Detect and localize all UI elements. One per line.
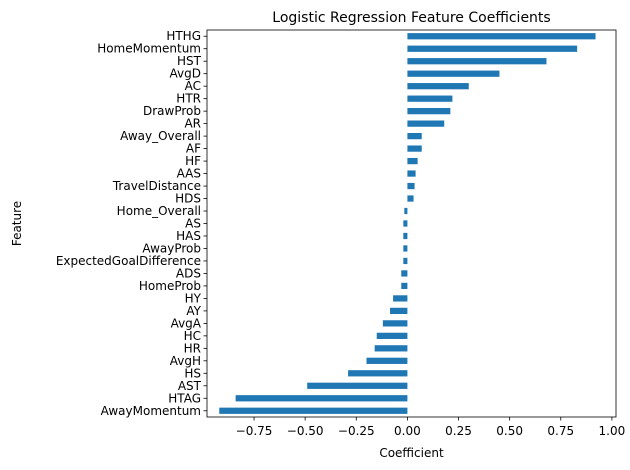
y-tick-label: Home_Overall bbox=[117, 204, 201, 218]
bar-HDS bbox=[407, 195, 414, 202]
bar-HTHG bbox=[407, 33, 596, 40]
bar-AY bbox=[390, 307, 408, 315]
y-tick-label: HomeProb bbox=[139, 279, 201, 293]
bar-TravelDistance bbox=[407, 182, 415, 190]
bar-AR bbox=[407, 120, 445, 127]
y-tick-label: HTAG bbox=[168, 391, 201, 405]
x-tick-label: −0.50 bbox=[287, 424, 324, 438]
y-tick-label: AF bbox=[186, 142, 201, 156]
y-tick-label: AvgA bbox=[171, 316, 202, 330]
y-tick-label: ADS bbox=[176, 266, 201, 280]
y-tick-label: AY bbox=[186, 304, 201, 318]
y-tick-label: HAS bbox=[176, 229, 201, 243]
bar-AS bbox=[403, 220, 408, 227]
y-tick-label: AAS bbox=[177, 167, 201, 181]
bar-AvgH bbox=[366, 357, 408, 364]
plot-frame bbox=[206, 29, 617, 418]
bar-AvgA bbox=[382, 320, 408, 327]
y-tick-label: HDS bbox=[175, 192, 201, 206]
y-tick-label: HS bbox=[184, 366, 201, 380]
bar-AwayMomentum bbox=[219, 407, 408, 414]
bar-ADS bbox=[401, 270, 408, 277]
bar-ExpectedGoalDifference bbox=[403, 257, 408, 265]
x-axis-title: Coefficient bbox=[379, 446, 444, 460]
bar-AwayProb bbox=[403, 245, 408, 252]
y-tick-label: HC bbox=[184, 329, 201, 343]
bar-AC bbox=[407, 83, 469, 90]
y-tick-label: HF bbox=[185, 154, 201, 168]
y-tick-label: HTHG bbox=[166, 29, 201, 43]
bar-HF bbox=[407, 157, 418, 165]
y-tick-label: DrawProb bbox=[143, 104, 201, 118]
y-tick-label: TravelDistance bbox=[112, 179, 201, 193]
y-tick-label: AC bbox=[185, 79, 201, 93]
y-axis-title: Feature bbox=[10, 201, 24, 246]
bar-HomeMomentum bbox=[407, 45, 578, 52]
y-tick-label: HR bbox=[184, 341, 201, 355]
bar-HR bbox=[374, 345, 408, 352]
y-tick-label: AS bbox=[185, 217, 201, 231]
y-tick-label: AvgH bbox=[170, 354, 201, 368]
bar-HS bbox=[348, 370, 408, 377]
bar-AF bbox=[407, 145, 422, 152]
bar-HC bbox=[376, 332, 408, 339]
x-tick-label: 0.75 bbox=[547, 424, 574, 438]
x-tick-label: 1.00 bbox=[599, 424, 626, 438]
y-tick-label: AST bbox=[178, 379, 202, 393]
bar-Home_Overall bbox=[404, 207, 408, 215]
bar-HTAG bbox=[235, 395, 408, 402]
bar-AAS bbox=[407, 170, 416, 177]
x-tick-label: 0.00 bbox=[394, 424, 421, 438]
y-ticks-group: HTHGHomeMomentumHSTAvgDACHTRDrawProbARAw… bbox=[56, 29, 207, 418]
y-tick-label: HomeMomentum bbox=[97, 42, 201, 56]
y-tick-label: AwayProb bbox=[142, 241, 201, 255]
y-tick-label: HY bbox=[185, 291, 202, 305]
bar-AvgD bbox=[407, 70, 500, 77]
chart-title: Logistic Regression Feature Coefficients bbox=[272, 10, 550, 26]
bar-HomeProb bbox=[401, 282, 408, 290]
bar-AST bbox=[307, 382, 408, 389]
bar-Away_Overall bbox=[407, 132, 422, 140]
x-tick-label: 0.25 bbox=[445, 424, 472, 438]
bar-HAS bbox=[403, 232, 408, 240]
y-tick-label: AR bbox=[184, 117, 201, 131]
y-tick-label: AwayMomentum bbox=[101, 404, 201, 418]
x-tick-label: −0.25 bbox=[338, 424, 375, 438]
bar-HTR bbox=[407, 95, 453, 102]
bars-group bbox=[219, 33, 596, 414]
y-tick-label: AvgD bbox=[170, 67, 201, 81]
x-tick-label: −0.75 bbox=[236, 424, 273, 438]
x-tick-label: 0.50 bbox=[496, 424, 523, 438]
y-tick-label: ExpectedGoalDifference bbox=[56, 254, 201, 268]
bar-DrawProb bbox=[407, 108, 451, 115]
bar-HY bbox=[393, 295, 408, 302]
y-tick-label: Away_Overall bbox=[120, 129, 201, 143]
bar-HST bbox=[407, 58, 547, 65]
y-tick-label: HST bbox=[177, 54, 202, 68]
x-ticks-group: −0.75 −0.50 −0.25 0.00 0.25 0.50 0.75 1.00 bbox=[236, 417, 626, 438]
y-tick-label: HTR bbox=[176, 92, 201, 106]
